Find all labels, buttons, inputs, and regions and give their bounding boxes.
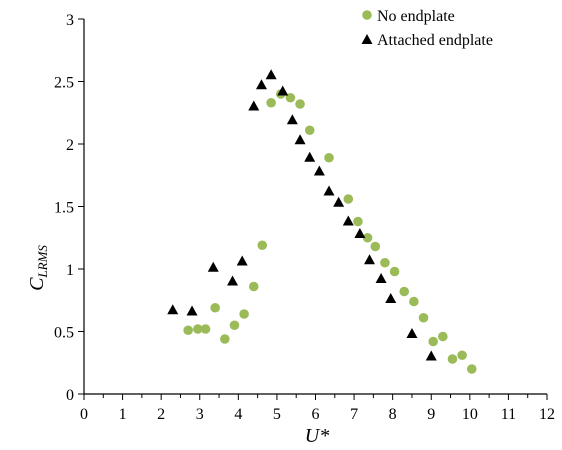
data-point-attached-endplate: [354, 228, 366, 238]
y-tick-label: 3: [66, 12, 74, 29]
data-point-no-endplate: [239, 309, 249, 319]
data-point-no-endplate: [438, 331, 448, 342]
x-tick-label: 5: [273, 406, 281, 423]
y-axis-title-main: C: [26, 277, 48, 291]
y-tick-label: 1: [66, 262, 74, 279]
legend-label-no-endplate: No endplate: [377, 8, 455, 25]
data-point-no-endplate: [447, 354, 458, 364]
data-point-attached-endplate: [265, 69, 277, 80]
series-attached-endplate: [167, 69, 437, 361]
data-point-attached-endplate: [255, 79, 267, 90]
x-tick-label: 3: [196, 406, 204, 423]
data-point-no-endplate: [200, 324, 211, 334]
x-tick-label: 4: [234, 406, 242, 423]
y-tick-label: 0: [66, 387, 74, 404]
data-point-no-endplate: [257, 240, 268, 251]
x-tick-label: 6: [312, 406, 320, 423]
data-point-attached-endplate: [286, 114, 298, 125]
y-tick-label: 1.5: [54, 200, 74, 217]
data-point-attached-endplate: [333, 196, 345, 207]
data-point-no-endplate: [229, 320, 240, 331]
series-no-endplate: [183, 89, 477, 374]
x-tick-label: 0: [80, 406, 88, 423]
data-point-attached-endplate: [236, 255, 248, 266]
data-point-no-endplate: [266, 97, 276, 108]
data-point-no-endplate: [418, 312, 429, 323]
y-tick-label: 2.5: [54, 75, 74, 92]
data-point-no-endplate: [295, 99, 305, 109]
data-point-attached-endplate: [375, 273, 387, 283]
data-point-attached-endplate: [248, 100, 260, 111]
x-tick-label: 7: [350, 406, 358, 423]
data-point-attached-endplate: [406, 328, 418, 338]
data-point-attached-endplate: [294, 134, 306, 145]
data-point-attached-endplate: [277, 85, 289, 96]
x-tick-label: 1: [119, 406, 127, 423]
data-point-no-endplate: [343, 194, 354, 204]
y-axis-title-sub: LRMS: [35, 245, 50, 279]
data-point-no-endplate: [428, 336, 438, 347]
data-point-no-endplate: [466, 364, 477, 374]
x-tick-label: 8: [389, 406, 397, 423]
data-point-attached-endplate: [167, 304, 179, 315]
data-point-attached-endplate: [304, 151, 316, 162]
legend-marker-no-endplate: [362, 10, 372, 20]
data-point-no-endplate: [457, 350, 467, 361]
data-points: [167, 69, 477, 374]
data-point-attached-endplate: [227, 275, 239, 286]
legend-marker-attached-endplate: [361, 34, 373, 44]
data-point-no-endplate: [324, 152, 334, 163]
x-axis-title: U*: [305, 425, 329, 447]
y-axis-title: CLRMS: [26, 245, 50, 291]
data-point-no-endplate: [248, 281, 259, 292]
data-point-attached-endplate: [342, 215, 354, 226]
data-point-no-endplate: [353, 216, 363, 227]
x-tick-label: 12: [539, 406, 555, 423]
data-point-no-endplate: [362, 232, 373, 243]
data-point-no-endplate: [389, 266, 400, 277]
data-point-no-endplate: [304, 125, 315, 136]
data-point-no-endplate: [183, 325, 193, 336]
x-tick-label: 9: [427, 406, 435, 423]
data-point-attached-endplate: [425, 350, 437, 361]
data-point-attached-endplate: [323, 185, 335, 196]
data-point-no-endplate: [220, 334, 230, 344]
data-point-attached-endplate: [364, 254, 376, 265]
x-tick-label: 11: [501, 406, 516, 423]
data-point-no-endplate: [210, 302, 220, 313]
data-point-attached-endplate: [207, 261, 219, 272]
y-tick-label: 0.5: [54, 325, 74, 342]
y-tick-label: 2: [66, 137, 74, 154]
data-point-no-endplate: [193, 324, 203, 334]
legend-label-attached-endplate: Attached endplate: [377, 32, 493, 49]
x-tick-label: 2: [157, 406, 165, 423]
legend: No endplate Attached endplate: [361, 8, 493, 49]
data-point-no-endplate: [370, 241, 381, 252]
data-point-attached-endplate: [313, 165, 325, 176]
data-point-attached-endplate: [385, 293, 397, 303]
data-point-attached-endplate: [186, 305, 198, 316]
x-tick-label: 10: [462, 406, 478, 423]
data-point-no-endplate: [399, 286, 410, 297]
axes: [83, 19, 547, 395]
data-point-no-endplate: [409, 296, 419, 307]
data-point-no-endplate: [380, 257, 390, 268]
